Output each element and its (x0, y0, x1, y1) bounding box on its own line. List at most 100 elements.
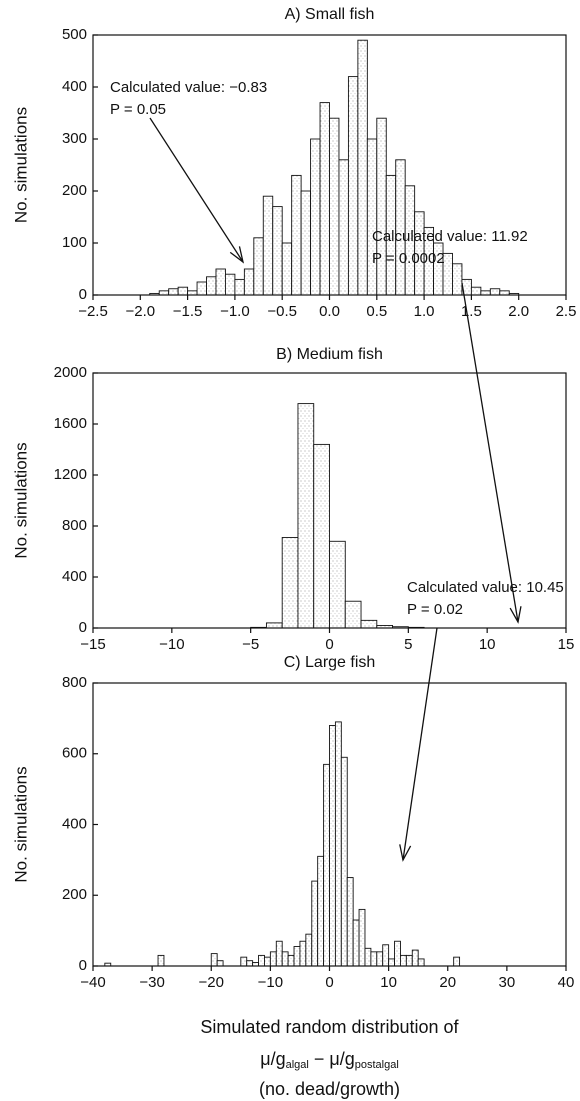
arrow-line (402, 627, 438, 861)
x-tick-label: 2.0 (508, 303, 529, 320)
bar (347, 76, 359, 296)
bar (352, 919, 360, 967)
chart-title: B) Medium fish (276, 346, 383, 363)
x-tick-label: 1.0 (414, 303, 435, 320)
y-axis-label: No. simulations (11, 766, 30, 882)
x-tick-label: 1.5 (461, 303, 482, 320)
bar (453, 956, 461, 967)
bar (405, 954, 413, 967)
bar (317, 855, 325, 967)
bar (216, 960, 224, 967)
x-tick-label: 30 (499, 974, 516, 991)
x-tick-label: 2.5 (556, 303, 577, 320)
bar (253, 237, 264, 296)
y-axis-label: No. simulations (11, 107, 30, 223)
bar (470, 286, 482, 296)
bar (411, 949, 419, 967)
y-tick-label: 600 (62, 745, 87, 762)
bar (311, 880, 319, 967)
bar (272, 206, 283, 296)
bar (158, 290, 170, 296)
x-tick-label: −30 (139, 974, 164, 991)
annotation: Calculated value: 10.45 (407, 579, 564, 596)
x-tick-label: 15 (558, 636, 575, 653)
bar (480, 290, 491, 296)
x-tick-label: 5 (404, 636, 412, 653)
bar (382, 944, 390, 967)
bar (206, 276, 217, 296)
bar (187, 290, 198, 296)
y-tick-label: 800 (62, 517, 87, 534)
bar (499, 290, 510, 296)
arrow-head (399, 844, 412, 862)
bar (346, 877, 354, 967)
bar (300, 190, 312, 296)
chart-title: C) Large fish (284, 654, 376, 671)
y-tick-label: 200 (62, 182, 87, 199)
arrow-head (229, 246, 245, 264)
annotation: Calculated value: 11.92 (372, 228, 528, 245)
x-tick-label: 10 (380, 974, 397, 991)
formula-part: − μ/g (309, 1049, 355, 1069)
bar (357, 39, 368, 296)
bar (157, 954, 165, 967)
x-tick-label: −15 (80, 636, 105, 653)
x-tick-label: 0 (325, 974, 333, 991)
y-tick-label: 1200 (54, 466, 87, 483)
bar (319, 102, 330, 296)
bar (281, 242, 293, 296)
bar (215, 268, 226, 296)
x-tick-label: −40 (80, 974, 105, 991)
bar (358, 908, 366, 967)
bar (305, 933, 313, 967)
y-tick-label: 0 (79, 619, 87, 636)
bar (210, 953, 218, 967)
bar (262, 195, 274, 296)
x-tick-label: 20 (439, 974, 456, 991)
x-tick-label: −0.5 (267, 303, 297, 320)
annotation: P = 0.02 (407, 601, 463, 618)
bar (329, 117, 340, 296)
bar (376, 117, 387, 296)
y-tick-label: 2000 (54, 364, 87, 381)
arrow-line (149, 117, 244, 263)
bar (388, 958, 395, 967)
bar (258, 954, 265, 967)
x-tick-label: −2.5 (78, 303, 108, 320)
annotation: P = 0.05 (110, 101, 166, 118)
bar (323, 763, 330, 967)
bar (281, 951, 289, 967)
bar (240, 956, 248, 967)
bar (364, 947, 372, 967)
x-axis-label: Simulated random distribution of (200, 1017, 459, 1037)
bar (376, 951, 384, 967)
bar (264, 956, 271, 967)
bar (417, 958, 425, 967)
x-tick-label: −5 (242, 636, 259, 653)
bar (177, 286, 189, 296)
y-tick-label: 800 (62, 674, 87, 691)
bar (329, 540, 346, 629)
x-axis-label: (no. dead/growth) (259, 1079, 400, 1099)
formula-part: μ/g (260, 1049, 285, 1069)
subscript: algal (286, 1059, 309, 1071)
bar (489, 288, 501, 296)
bar (168, 288, 179, 296)
bar (370, 951, 378, 967)
bar (246, 960, 254, 967)
bar (287, 954, 295, 967)
y-tick-label: 200 (62, 886, 87, 903)
bar (329, 725, 336, 967)
x-tick-label: 10 (479, 636, 496, 653)
arrow-line (461, 282, 519, 623)
arrow-head (509, 606, 522, 624)
x-tick-label: −2.0 (125, 303, 155, 320)
x-tick-label: −1.0 (220, 303, 250, 320)
annotation: P = 0.0002 (372, 250, 445, 267)
x-tick-label: −10 (258, 974, 283, 991)
bar (281, 537, 299, 629)
bar (340, 756, 348, 967)
x-tick-label: 0 (325, 636, 333, 653)
bar (224, 273, 236, 296)
